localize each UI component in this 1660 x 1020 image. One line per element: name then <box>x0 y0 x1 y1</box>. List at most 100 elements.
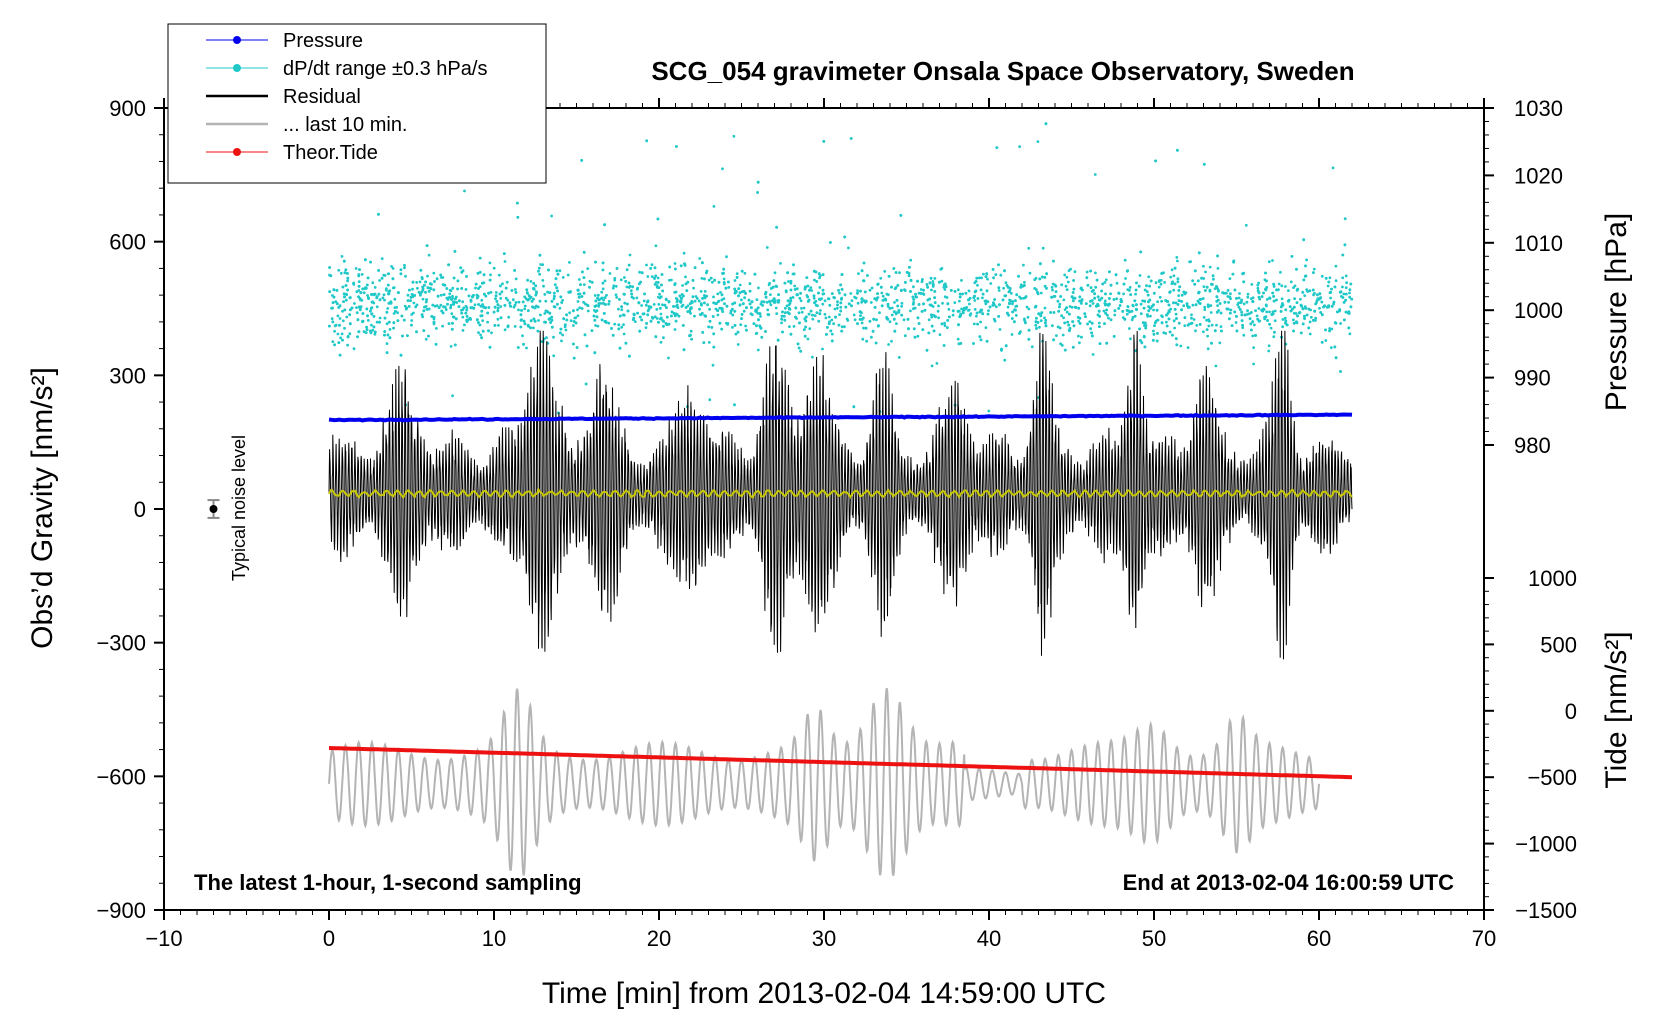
dpdt-point <box>1107 316 1110 320</box>
dpdt-point <box>1209 304 1213 307</box>
dpdt-point <box>496 303 500 306</box>
dpdt-point <box>880 291 884 295</box>
dpdt-point <box>860 300 864 304</box>
dpdt-point <box>1177 321 1181 325</box>
dpdt-point <box>682 348 686 352</box>
dpdt-point <box>1242 280 1246 284</box>
dpdt-point <box>1234 321 1238 324</box>
dpdt-point <box>881 294 885 298</box>
dpdt-point <box>1108 297 1111 300</box>
pressure-tick-label: 1020 <box>1514 163 1563 188</box>
dpdt-point <box>817 319 821 323</box>
dpdt-point <box>362 291 366 295</box>
dpdt-point <box>847 246 850 250</box>
dpdt-point <box>1288 305 1292 308</box>
dpdt-point <box>514 291 518 294</box>
dpdt-point <box>426 286 430 290</box>
dpdt-point <box>736 343 740 346</box>
y-axis-title-left: Obs’d Gravity [nm/s²] <box>26 367 59 649</box>
dpdt-point <box>393 297 397 301</box>
dpdt-point <box>450 312 454 315</box>
dpdt-point <box>1091 302 1095 305</box>
dpdt-point <box>1187 322 1191 326</box>
dpdt-point <box>601 281 605 285</box>
dpdt-point <box>492 266 496 270</box>
dpdt-point <box>489 273 492 277</box>
dpdt-point <box>1194 303 1198 307</box>
dpdt-point <box>1275 288 1278 292</box>
dpdt-point <box>536 329 540 333</box>
dpdt-point <box>827 297 831 301</box>
dpdt-point <box>1279 270 1282 274</box>
dpdt-point <box>1228 295 1232 299</box>
dpdt-point <box>772 297 776 301</box>
dpdt-point <box>1207 319 1211 323</box>
dpdt-point <box>1078 341 1081 345</box>
dpdt-point <box>334 300 338 304</box>
dpdt-point <box>1210 341 1213 345</box>
dpdt-point <box>890 285 893 289</box>
dpdt-point <box>919 292 923 295</box>
dpdt-point <box>346 288 349 292</box>
dpdt-point <box>1003 358 1007 362</box>
dpdt-point <box>385 310 389 314</box>
dpdt-point <box>1162 271 1165 275</box>
dpdt-point <box>1044 122 1048 126</box>
dpdt-point <box>936 309 940 313</box>
dpdt-point <box>958 295 962 299</box>
dpdt-point <box>1176 277 1180 281</box>
dpdt-point <box>622 292 626 296</box>
dpdt-point <box>818 312 822 316</box>
dpdt-point <box>514 301 518 304</box>
dpdt-point <box>731 326 734 329</box>
dpdt-point <box>1303 314 1306 318</box>
dpdt-point <box>441 311 445 315</box>
dpdt-point <box>1054 290 1058 293</box>
dpdt-point <box>1152 291 1156 295</box>
dpdt-point <box>342 300 345 303</box>
dpdt-point <box>346 276 350 280</box>
dpdt-point <box>654 335 658 339</box>
dpdt-point <box>593 305 597 308</box>
dpdt-point <box>856 301 860 305</box>
dpdt-point <box>375 320 379 324</box>
dpdt-point <box>1008 289 1012 292</box>
dpdt-point <box>1228 311 1232 315</box>
dpdt-point <box>654 274 658 278</box>
dpdt-point <box>386 283 390 287</box>
dpdt-point <box>1065 275 1069 279</box>
dpdt-point <box>1177 289 1181 292</box>
dpdt-point <box>1171 280 1174 284</box>
dpdt-point <box>618 314 622 318</box>
dpdt-point <box>1130 318 1134 322</box>
dpdt-point <box>1320 340 1324 344</box>
dpdt-point <box>888 320 892 324</box>
dpdt-point <box>1123 258 1127 262</box>
dpdt-point <box>798 321 801 325</box>
dpdt-point <box>388 336 392 340</box>
dpdt-point <box>489 290 493 294</box>
dpdt-point <box>439 303 443 307</box>
dpdt-point <box>1267 349 1271 353</box>
dpdt-point <box>372 325 376 329</box>
dpdt-point <box>1173 326 1176 330</box>
dpdt-point <box>399 353 403 357</box>
dpdt-point <box>944 284 947 288</box>
dpdt-point <box>908 265 911 269</box>
y-axis-title-pressure: Pressure [hPa] <box>1600 213 1633 411</box>
left-tick-label: 300 <box>109 363 146 388</box>
dpdt-point <box>451 394 454 398</box>
dpdt-point <box>879 276 883 280</box>
dpdt-point <box>481 319 485 322</box>
dpdt-point <box>933 290 937 293</box>
dpdt-point <box>642 299 646 303</box>
dpdt-point <box>708 307 711 311</box>
dpdt-point <box>656 281 660 284</box>
dpdt-point <box>514 288 517 291</box>
dpdt-point <box>786 271 789 275</box>
dpdt-point <box>876 283 880 286</box>
dpdt-point <box>733 309 737 313</box>
dpdt-point <box>712 332 716 336</box>
dpdt-point <box>710 280 714 284</box>
dpdt-point <box>803 287 807 291</box>
